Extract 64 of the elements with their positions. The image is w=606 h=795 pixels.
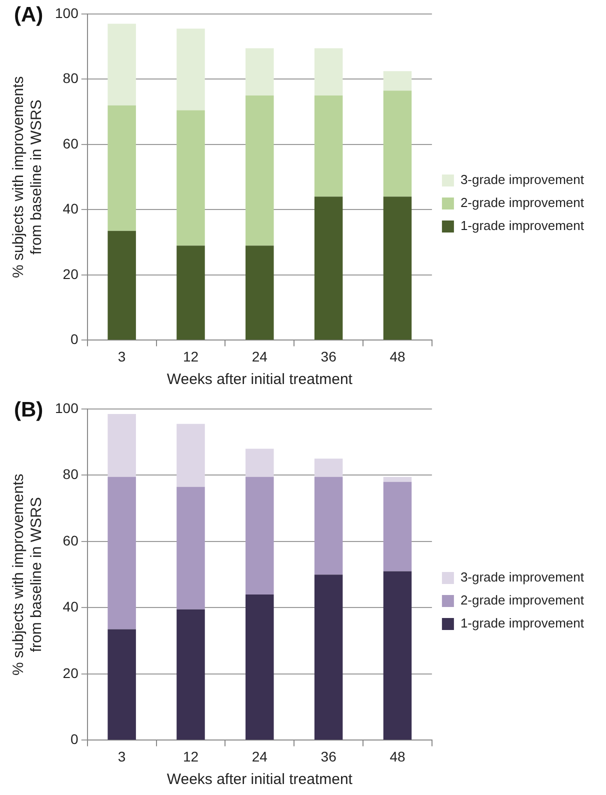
bar	[383, 571, 412, 740]
bar	[246, 448, 274, 477]
bar	[176, 486, 205, 610]
x-tick-label: 3	[118, 348, 126, 364]
legend-label: 2-grade improvement	[460, 592, 584, 608]
legend-label: 1-grade improvement	[460, 616, 584, 631]
legend-label: 1-grade improvement	[460, 218, 584, 234]
legend-label: 2-grade improvement	[460, 195, 584, 210]
x-tick-label: 48	[390, 348, 406, 364]
x-tick-label: 12	[182, 348, 199, 364]
bar	[108, 24, 136, 106]
bar	[314, 96, 343, 197]
bar	[108, 476, 136, 630]
y-tick-label: 20	[62, 664, 79, 681]
bar	[383, 476, 412, 482]
y-tick-label: 100	[55, 400, 79, 416]
bar	[108, 414, 136, 477]
bar	[176, 110, 205, 246]
x-axis-title: Weeks after initial treatment	[166, 771, 354, 788]
bar	[246, 476, 274, 594]
y-tick-label: 80	[62, 466, 79, 482]
bar	[314, 196, 343, 340]
bar	[176, 424, 205, 487]
x-tick-label: 36	[320, 348, 337, 364]
bar	[176, 609, 205, 740]
bar	[314, 458, 343, 477]
x-tick-label: 24	[252, 348, 268, 364]
bar	[246, 96, 274, 246]
bar	[383, 90, 412, 197]
bar	[246, 48, 274, 96]
bar	[176, 28, 205, 110]
y-tick-label: 40	[62, 200, 79, 217]
bar	[383, 482, 412, 572]
y-tick-label: 60	[62, 532, 79, 548]
y-tick-label: 40	[62, 598, 79, 615]
bar	[383, 196, 412, 340]
x-axis-title: Weeks after initial treatment	[166, 371, 354, 388]
x-tick-label: 12	[182, 748, 199, 764]
bar	[314, 574, 343, 740]
y-tick-label: 60	[62, 135, 79, 152]
y-tick-label: 100	[55, 4, 79, 21]
y-tick-label: 0	[70, 731, 79, 748]
y-axis-title: % subjects with improvements from baseline in WSRS	[10, 76, 46, 278]
bar	[176, 246, 205, 340]
bar	[108, 105, 136, 231]
bar	[108, 230, 136, 340]
y-tick-label: 80	[62, 70, 79, 86]
chart-title: (A)	[14, 3, 44, 26]
x-tick-label: 48	[390, 748, 406, 764]
legend-label: 3-grade improvement	[460, 172, 584, 188]
x-tick-label: 3	[118, 748, 126, 764]
x-tick-label: 24	[252, 748, 268, 764]
bar	[314, 476, 343, 575]
bar	[314, 48, 343, 96]
bar	[246, 246, 274, 340]
y-axis-title: % subjects with improvements from baseline in WSRS	[10, 474, 46, 676]
bar	[108, 629, 136, 740]
x-tick-label: 36	[320, 748, 337, 764]
legend-label: 3-grade improvement	[460, 570, 584, 585]
bar	[246, 594, 274, 740]
y-tick-label: 0	[70, 331, 79, 348]
chart-title: (B)	[14, 398, 44, 422]
y-tick-label: 20	[62, 266, 79, 282]
bar	[383, 71, 412, 91]
